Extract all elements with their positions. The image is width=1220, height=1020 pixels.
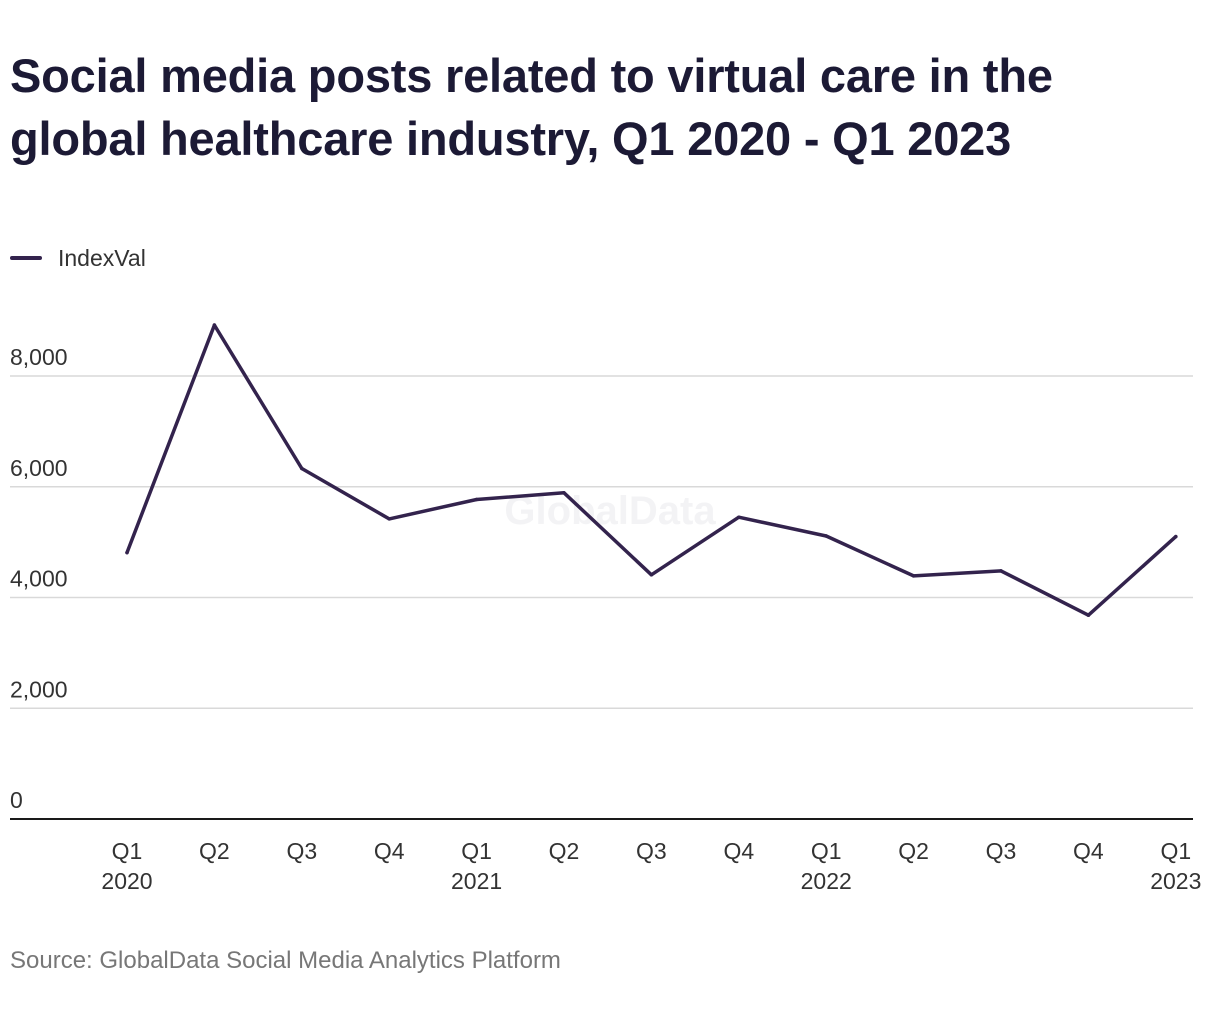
y-tick-label: 6,000 bbox=[10, 455, 68, 481]
x-tick-label: Q3 bbox=[286, 838, 317, 864]
data-point bbox=[1086, 613, 1091, 617]
y-tick-label: 0 bbox=[10, 787, 23, 813]
x-tick-label: Q4 bbox=[374, 838, 405, 864]
data-point bbox=[387, 517, 391, 521]
x-tick-label: Q3 bbox=[986, 838, 1017, 864]
x-tick-label: Q2 bbox=[199, 838, 230, 864]
data-point bbox=[824, 534, 828, 538]
y-tick-label: 8,000 bbox=[10, 344, 68, 370]
y-axis-tick-labels: 0 2,000 4,000 6,000 8,000 bbox=[10, 344, 68, 813]
data-point bbox=[911, 574, 916, 578]
data-point bbox=[562, 491, 566, 495]
x-tick-label: Q1 2022 bbox=[801, 838, 852, 894]
x-tick-label: Q1 2023 bbox=[1150, 838, 1201, 894]
legend-swatch-indexval bbox=[10, 256, 42, 260]
data-point bbox=[649, 573, 654, 577]
data-point bbox=[212, 323, 217, 327]
data-point bbox=[125, 550, 129, 555]
y-tick-label: 2,000 bbox=[10, 676, 68, 702]
series-indexval bbox=[125, 323, 1178, 617]
series-line bbox=[125, 323, 1178, 617]
chart-title: Social media posts related to virtual ca… bbox=[10, 49, 1053, 165]
x-tick-label: Q1 2021 bbox=[451, 838, 502, 894]
legend-label-indexval: IndexVal bbox=[58, 244, 146, 271]
y-tick-label: 4,000 bbox=[10, 566, 68, 592]
x-tick-label: Q2 bbox=[549, 838, 580, 864]
data-point bbox=[474, 497, 479, 502]
x-tick-label: Q4 bbox=[1073, 838, 1104, 864]
x-tick-label: Q2 bbox=[898, 838, 929, 864]
legend: IndexVal bbox=[10, 243, 146, 273]
x-tick-label: Q1 2020 bbox=[101, 838, 152, 894]
x-tick-label: Q3 bbox=[636, 838, 667, 864]
gridlines bbox=[10, 375, 1193, 709]
data-point bbox=[300, 466, 304, 471]
data-point bbox=[737, 515, 741, 519]
x-axis-tick-labels: Q1 2020 Q2 Q3 Q4 Q1 2021 Q2 Q3 Q4 Q1 2022 Q2 Q3 Q4 Q1 20… bbox=[101, 838, 1201, 894]
x-tick-label: Q4 bbox=[723, 838, 754, 864]
data-point bbox=[1174, 534, 1178, 539]
data-point bbox=[999, 569, 1003, 573]
source-note: Source: GlobalData Social Media Analytic… bbox=[10, 947, 561, 974]
